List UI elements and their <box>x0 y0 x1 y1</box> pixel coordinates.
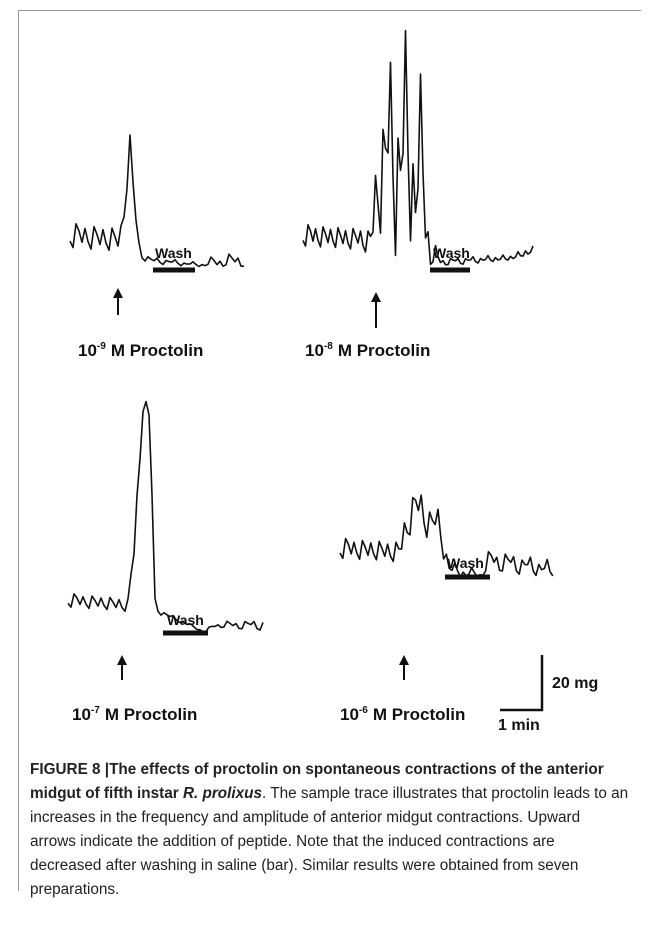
dose-exponent: -6 <box>359 705 368 716</box>
caption: FIGURE 8 |The effects of proctolin on sp… <box>30 758 630 902</box>
trace <box>69 134 245 268</box>
dose-label: 10-8 M Proctolin <box>305 341 430 360</box>
dose-unit: M Proctolin <box>338 341 431 360</box>
dose-label: 10-9 M Proctolin <box>78 341 203 360</box>
dose-exponent: -9 <box>97 341 106 352</box>
trace <box>67 400 264 633</box>
scale-vertical-label: 20 mg <box>552 675 598 692</box>
wash-label: Wash <box>167 612 204 628</box>
caption-title: The effects of proctolin on spontaneous … <box>30 761 604 802</box>
dose-base: 10 <box>340 705 359 724</box>
species: R. prolixus <box>182 785 262 802</box>
scale-horizontal-label: 1 min <box>498 717 540 734</box>
arrow-head <box>117 655 127 665</box>
arrow-head <box>399 655 409 665</box>
arrow-head <box>371 292 381 302</box>
dose-label: 10-6 M Proctolin <box>340 705 465 724</box>
dose-label: 10-7 M Proctolin <box>72 705 197 724</box>
figure-label: FIGURE 8 | <box>30 761 110 778</box>
dose-base: 10 <box>305 341 324 360</box>
dose-unit: M Proctolin <box>373 705 466 724</box>
arrow-head <box>113 288 123 298</box>
dose-base: 10 <box>72 705 91 724</box>
dose-unit: M Proctolin <box>105 705 198 724</box>
dose-base: 10 <box>78 341 97 360</box>
wash-label: Wash <box>447 555 484 571</box>
dose-exponent: -8 <box>324 341 333 352</box>
wash-label: Wash <box>433 245 470 261</box>
frame <box>18 10 641 891</box>
trace <box>302 29 534 266</box>
dose-exponent: -7 <box>91 705 100 716</box>
caption-body: . The sample trace illustrates that proc… <box>30 785 629 898</box>
dose-unit: M Proctolin <box>111 341 204 360</box>
trace <box>339 494 554 578</box>
wash-label: Wash <box>155 245 192 261</box>
